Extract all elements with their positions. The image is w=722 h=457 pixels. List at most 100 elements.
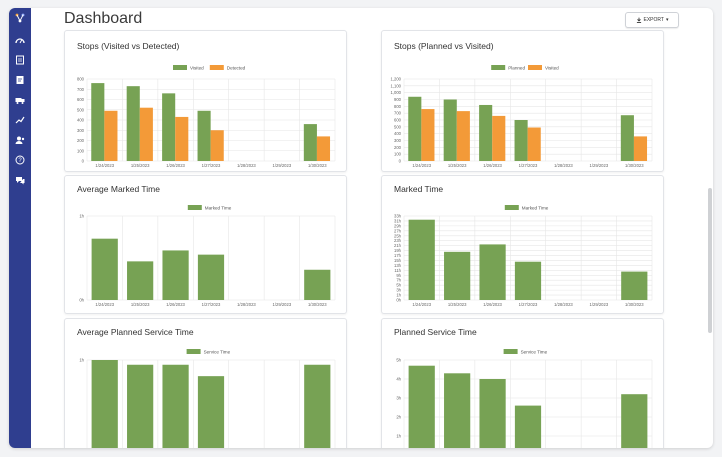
y-tick-label: 1h bbox=[396, 434, 401, 439]
y-tick-label: 500 bbox=[77, 107, 85, 112]
sidebar: ? bbox=[9, 8, 31, 448]
y-tick-label: 1,200 bbox=[391, 77, 402, 82]
y-tick-label: 27h bbox=[394, 228, 402, 233]
bar bbox=[479, 104, 493, 161]
legend-swatch bbox=[504, 205, 519, 210]
bar bbox=[197, 254, 225, 300]
y-tick-label: 0h bbox=[79, 298, 84, 303]
x-tick-label: 1/30/2023 bbox=[308, 302, 327, 307]
users-icon[interactable] bbox=[14, 134, 26, 146]
y-tick-label: 300 bbox=[394, 138, 402, 143]
bar bbox=[210, 130, 224, 161]
export-button[interactable]: EXPORT ▾ bbox=[625, 12, 679, 28]
chart-stops-visited-detected: 0 100 200 300 400 500 600 700 800 1/24/2023 1/25/2… bbox=[77, 65, 336, 168]
chat-icon[interactable] bbox=[14, 174, 26, 186]
y-tick-label: 100 bbox=[394, 152, 402, 157]
legend-label: Planned bbox=[508, 66, 525, 71]
scrollbar-thumb[interactable] bbox=[708, 188, 712, 333]
y-tick-label: 100 bbox=[77, 148, 85, 153]
bar bbox=[162, 93, 176, 161]
y-tick-label: 1,000 bbox=[391, 90, 402, 95]
y-tick-label: 5h bbox=[396, 283, 401, 288]
chart-card-marked-time: Marked Time 0h 1h 3h 5h 7h 9h 11h 13h 15h 17h 19h 2… bbox=[381, 175, 664, 314]
x-tick-label: 1/28/2023 bbox=[237, 163, 256, 168]
legend-label: Service Time bbox=[521, 350, 548, 355]
bar bbox=[444, 251, 471, 300]
y-tick-label: 23h bbox=[394, 238, 402, 243]
y-tick-label: 29h bbox=[394, 223, 402, 228]
bar bbox=[175, 116, 189, 161]
legend-swatch bbox=[491, 65, 506, 70]
report-icon[interactable] bbox=[14, 54, 26, 66]
y-tick-label: 1h bbox=[79, 214, 84, 219]
y-tick-label: 15h bbox=[394, 258, 402, 263]
document-icon[interactable] bbox=[14, 74, 26, 86]
x-tick-label: 1/30/2023 bbox=[308, 163, 327, 168]
chart-card-average-marked-time: Average Marked Time 0h 1h 1/24/2023 1/25/20… bbox=[64, 175, 347, 314]
bar bbox=[408, 96, 422, 161]
x-tick-label: 1/29/2023 bbox=[273, 163, 292, 168]
bar bbox=[514, 261, 542, 300]
y-tick-label: 200 bbox=[77, 138, 85, 143]
y-tick-label: 1h bbox=[79, 358, 84, 363]
y-tick-label: 25h bbox=[394, 233, 402, 238]
bar bbox=[197, 110, 211, 161]
bar bbox=[316, 136, 331, 161]
bar bbox=[304, 364, 331, 448]
y-tick-label: 3h bbox=[396, 396, 401, 401]
y-tick-label: 600 bbox=[77, 97, 85, 102]
y-tick-label: 2h bbox=[396, 415, 401, 420]
bar bbox=[304, 269, 331, 300]
legend-label: Service Time bbox=[204, 350, 231, 355]
bar bbox=[126, 86, 140, 161]
y-tick-label: 0h bbox=[396, 298, 401, 303]
y-tick-label: 1,100 bbox=[391, 83, 402, 88]
bar bbox=[443, 99, 457, 161]
bar bbox=[91, 83, 105, 161]
bar bbox=[162, 250, 189, 300]
speedometer-icon[interactable] bbox=[14, 34, 26, 46]
chart-title: Planned Service Time bbox=[394, 327, 477, 337]
y-tick-label: 4h bbox=[396, 377, 401, 382]
logo-icon[interactable] bbox=[14, 12, 26, 24]
x-tick-label: 1/30/2023 bbox=[625, 163, 644, 168]
y-tick-label: 300 bbox=[77, 128, 85, 133]
download-icon bbox=[636, 17, 641, 23]
y-tick-label: 13h bbox=[394, 263, 402, 268]
x-tick-label: 1/25/2023 bbox=[131, 163, 150, 168]
chart-card-stops-visited-detected: Stops (Visited vs Detected) 0 100 200 300 40… bbox=[64, 30, 347, 172]
chart-title: Average Marked Time bbox=[77, 184, 160, 194]
help-icon[interactable]: ? bbox=[14, 154, 26, 166]
bar bbox=[514, 405, 542, 448]
bar bbox=[527, 127, 541, 161]
export-label: EXPORT bbox=[643, 17, 664, 23]
legend-label: Visited bbox=[190, 66, 204, 71]
legend-label: Marked Time bbox=[522, 206, 549, 211]
main-content: Dashboard EXPORT ▾ Stops (Visited vs Det… bbox=[31, 8, 713, 448]
x-tick-label: 1/30/2023 bbox=[625, 302, 644, 307]
chart-line-icon[interactable] bbox=[14, 114, 26, 126]
y-tick-label: 200 bbox=[394, 145, 402, 150]
chart-average-marked-time: 0h 1h 1/24/2023 1/25/2023 1/26/2023 1/27/2023… bbox=[79, 205, 336, 307]
chart-title: Stops (Planned vs Visited) bbox=[394, 41, 494, 51]
x-tick-label: 1/27/2023 bbox=[519, 163, 538, 168]
legend-swatch bbox=[528, 65, 542, 70]
y-tick-label: 700 bbox=[77, 87, 85, 92]
legend-swatch bbox=[209, 65, 224, 70]
y-tick-label: 5h bbox=[396, 358, 401, 363]
x-tick-label: 1/28/2023 bbox=[554, 302, 573, 307]
bar bbox=[479, 244, 506, 300]
bar bbox=[514, 120, 528, 161]
truck-icon[interactable] bbox=[14, 94, 26, 106]
bar bbox=[492, 115, 506, 161]
x-tick-label: 1/24/2023 bbox=[412, 302, 431, 307]
chevron-down-icon: ▾ bbox=[665, 17, 669, 23]
legend-swatch bbox=[187, 205, 202, 210]
svg-text:?: ? bbox=[18, 158, 22, 164]
bar bbox=[444, 373, 471, 448]
x-tick-label: 1/28/2023 bbox=[554, 163, 573, 168]
chart-card-stops-planned-visited: Stops (Planned vs Visited) 0 100 200 300 400… bbox=[381, 30, 664, 172]
x-tick-label: 1/26/2023 bbox=[483, 302, 502, 307]
x-tick-label: 1/28/2023 bbox=[237, 302, 256, 307]
